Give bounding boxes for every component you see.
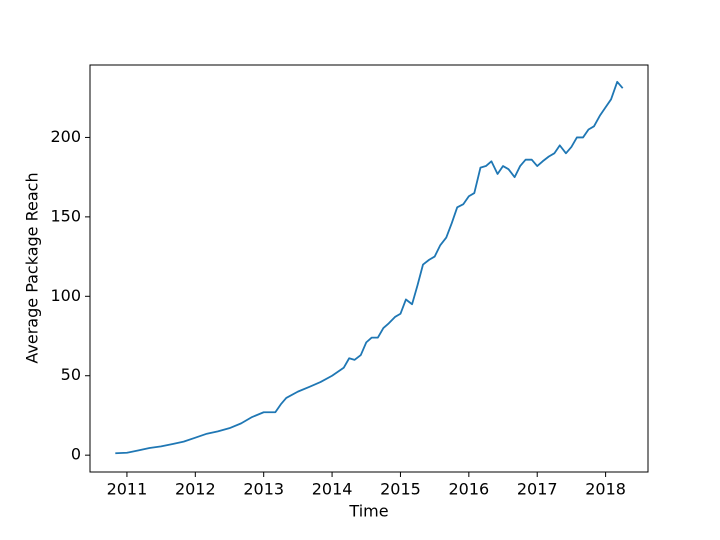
x-tick-label: 2013 — [243, 480, 284, 499]
y-tick-label: 0 — [71, 445, 81, 464]
x-tick-label: 2014 — [312, 480, 353, 499]
y-tick-label: 100 — [50, 286, 81, 305]
x-tick-label: 2012 — [175, 480, 216, 499]
y-tick-label: 200 — [50, 127, 81, 146]
y-tick-label: 50 — [61, 365, 81, 384]
y-tick-label: 150 — [50, 206, 81, 225]
x-tick-label: 2017 — [517, 480, 558, 499]
plot-frame — [89, 64, 649, 473]
x-tick-label: 2018 — [585, 480, 626, 499]
x-tick-label: 2011 — [107, 480, 148, 499]
x-tick-label: 2016 — [448, 480, 489, 499]
y-axis-label: Average Package Reach — [23, 172, 42, 363]
x-axis-label: Time — [348, 502, 388, 521]
data-line — [115, 80, 624, 455]
x-tick-label: 2015 — [380, 480, 421, 499]
